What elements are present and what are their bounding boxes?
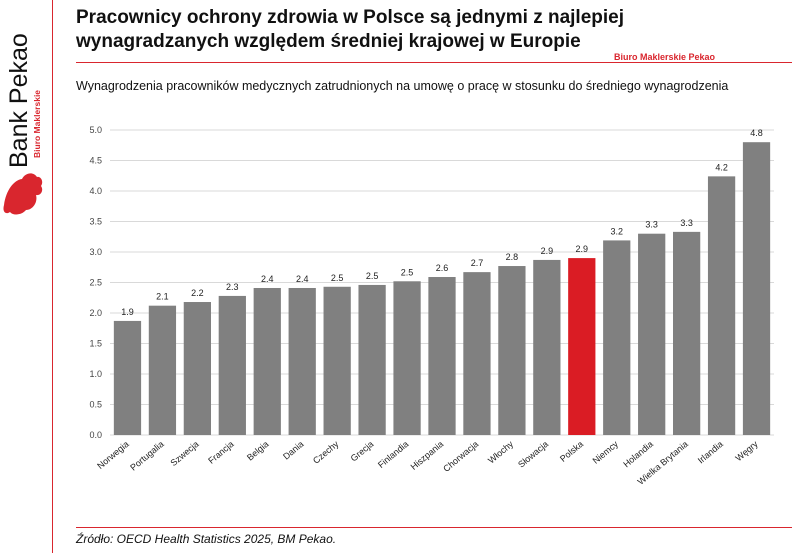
bison-logo-icon [3,173,43,215]
bar [393,281,421,435]
data-label: 2.4 [261,274,274,284]
data-label: 2.6 [436,263,449,273]
data-label: 2.5 [366,271,379,281]
data-label: 2.2 [191,288,204,298]
bar [428,277,456,435]
x-tick-label: Węgry [733,439,760,464]
bar [603,240,631,435]
y-tick-label: 4.5 [89,156,102,166]
bar [533,259,561,435]
bar [742,142,771,435]
x-tick-label: Czechy [311,439,341,466]
brand-subname: Biuro Maklerskie [32,90,42,158]
bar [498,266,526,435]
brand-sidebar: Bank Pekao Biuro Maklerskie [3,33,43,215]
data-label: 2.1 [156,292,169,302]
x-tick-label: Francja [206,439,235,466]
y-tick-label: 1.5 [89,339,102,349]
x-tick-label: Szwecja [169,439,201,468]
x-tick-label: Grecja [349,439,376,464]
data-label: 1.9 [121,307,134,317]
y-tick-label: 0.0 [89,430,102,440]
bar-chart: 0.0 0.5 1.0 1.5 2.0 2.5 3.0 3.5 4.0 4.5 5.0 1.9 Norw… [89,125,774,487]
x-tick-label: Dania [281,439,305,462]
data-label: 2.8 [506,252,519,262]
x-tick-label: Słowacja [516,439,550,470]
source-note: Źródło: OECD Health Statistics 2025, BM … [76,532,337,546]
page-title: Pracownicy ochrony zdrowia w Polsce są j… [76,7,625,52]
data-label: 2.5 [331,273,344,283]
bar [358,284,386,435]
data-label: 2.5 [401,267,414,277]
data-label: 4.2 [715,162,728,172]
bar [568,258,596,435]
data-label: 4.8 [750,128,763,138]
y-tick-label: 5.0 [89,125,102,135]
y-tick-label: 4.0 [89,186,102,196]
y-tick-label: 2.0 [89,308,102,318]
x-tick-label: Finlandia [376,439,410,470]
brand-tag: Biuro Maklerskie Pekao [610,52,720,62]
bar [638,233,666,435]
data-label: 3.2 [610,226,623,236]
data-label: 2.7 [471,258,484,268]
bar [218,295,246,435]
x-tick-label: Hiszpania [409,439,446,472]
bar [183,302,211,435]
sidebar-divider [52,0,53,553]
data-label: 3.3 [645,220,658,230]
bar [463,272,491,435]
x-tick-label: Irlandia [696,439,725,466]
y-tick-label: 1.0 [89,369,102,379]
bar [323,286,351,435]
y-tick-label: 2.5 [89,278,102,288]
data-label: 2.4 [296,274,309,284]
x-tick-label: Holandia [621,439,655,469]
y-tick-label: 3.5 [89,217,102,227]
bar [707,176,736,436]
bar [288,287,316,435]
chart-title: Wynagrodzenia pracowników medycznych zat… [76,79,729,93]
x-tick-label: Belgia [245,439,271,463]
header-divider [76,62,792,63]
bar [253,287,281,435]
data-label: 2.9 [576,244,589,254]
data-label: 2.9 [541,246,554,256]
bar [673,231,701,435]
x-tick-label: Włochy [486,439,515,466]
bar [148,305,177,435]
x-tick-label: Norwegia [95,439,131,471]
y-tick-label: 3.0 [89,247,102,257]
x-tick-label: Portugalia [128,439,165,473]
y-tick-label: 0.5 [89,400,102,410]
bar [113,320,142,435]
x-tick-label: Chorwacja [441,439,480,474]
data-label: 3.3 [680,218,693,228]
footer-divider [76,527,792,528]
data-label: 2.3 [226,282,239,292]
x-tick-label: Polska [558,439,585,464]
x-tick-label: Niemcy [591,439,621,466]
brand-name: Bank Pekao [5,33,33,168]
